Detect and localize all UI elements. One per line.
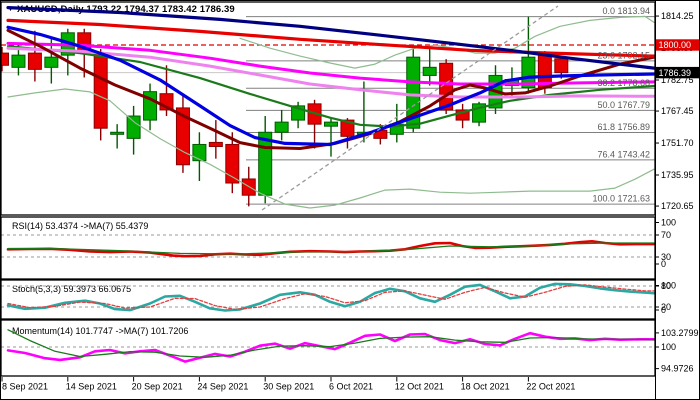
momentum-indicator-label: Momentum(14) 101.7747 ->MA(7) 101.7206 — [12, 326, 189, 336]
fib-label: 61.8 1756.89 — [597, 122, 650, 132]
ma-red — [6, 18, 655, 58]
price-tag-label: 1786.39 — [659, 68, 692, 78]
fib-label: 76.4 1743.42 — [597, 149, 650, 159]
trendline[interactable] — [261, 5, 559, 211]
chart-title: ▼ XAUUSD,Daily 1793.22 1794.37 1783.42 17… — [7, 4, 235, 15]
date-label: 12 Oct 2021 — [395, 382, 444, 392]
momentum-ma-line — [7, 329, 655, 358]
candle-body — [208, 141, 223, 147]
price-tick-label: 1735.95 — [661, 170, 694, 180]
indicator-axis-label: 94.9726 — [661, 364, 694, 374]
candle-body — [110, 131, 125, 135]
price-tag — [656, 66, 700, 79]
ma-blue — [6, 25, 655, 147]
ma-lines-layer — [6, 5, 655, 209]
rsi-ma-line — [7, 242, 655, 255]
candle-body — [93, 52, 108, 129]
rsi-panel[interactable] — [1, 234, 655, 258]
indicator-axis-label: 100 — [661, 342, 676, 352]
date-label: 14 Sep 2021 — [66, 382, 117, 392]
candle-body — [192, 143, 207, 162]
envelope-lower — [7, 88, 655, 209]
candle-body — [1, 52, 9, 66]
fib-label: 23.6 1792.15 — [597, 50, 650, 60]
stoch-k-line — [6, 282, 655, 312]
price-tick-label: 1720.65 — [661, 201, 694, 211]
momentum-line — [6, 331, 655, 363]
indicator-axis-label: 80 — [661, 281, 671, 291]
momentum-panel[interactable] — [1, 329, 655, 363]
fib-label: 100.0 1721.63 — [592, 194, 650, 204]
price-tag-label: 1800.00 — [659, 40, 692, 50]
chart-menu-arrow-icon[interactable]: ▼ — [7, 6, 15, 13]
price-tick-label: 1767.45 — [661, 106, 694, 116]
indicator-axis-label: 0 — [661, 259, 666, 269]
candle-body — [225, 143, 240, 184]
candle-body — [340, 119, 355, 137]
candle-body — [554, 58, 569, 74]
candle-body — [126, 115, 141, 139]
price-tag — [656, 39, 700, 51]
date-axis: 8 Sep 2021 14 Sep 2021 20 Sep 2021 24 Sep 2… — [1, 377, 575, 392]
date-label: 24 Sep 2021 — [197, 382, 248, 392]
indicator-axis-label: 20 — [661, 302, 671, 312]
rsi-indicator-label: RSI(14) 53.4374 ->MA(7) 55.4379 — [12, 221, 149, 231]
ma-pink — [6, 46, 655, 99]
indicator-axis-label: 100 — [661, 218, 676, 228]
chart-title-text: XAUUSD,Daily 1793.22 1794.37 1783.42 178… — [17, 4, 235, 15]
price-tick-label: 1814.25 — [661, 11, 694, 21]
candle-body — [44, 56, 59, 68]
candle-body — [422, 66, 437, 76]
price-tick-label: 1782.75 — [661, 75, 694, 85]
candle-body — [406, 56, 421, 129]
date-label: 20 Sep 2021 — [132, 382, 183, 392]
stochastic-indicator-label: Stoch(5,3,3) 59.3973 66.0675 — [12, 284, 132, 294]
indicator-axis-label: 30 — [661, 252, 671, 262]
fib-label: 38.2 1778.68 — [597, 78, 650, 88]
date-label: 18 Oct 2021 — [461, 382, 510, 392]
price-tick-label: 1751.70 — [661, 138, 694, 148]
fib-label: 0.0 1813.94 — [602, 6, 650, 16]
indicator-axis-label: 100 — [661, 281, 676, 291]
fib-label: 50.0 1767.79 — [597, 100, 650, 110]
price-axis: 1814.251798.501782.751767.451751.701735.… — [655, 11, 700, 374]
date-label: 6 Oct 2021 — [329, 382, 373, 392]
rsi-line — [6, 240, 655, 258]
date-label: 22 Oct 2021 — [526, 382, 575, 392]
ma-magenta — [6, 41, 655, 86]
date-label: 30 Sep 2021 — [263, 382, 314, 392]
indicator-axis-label: 0 — [661, 305, 666, 315]
indicator-axis-label: 70 — [661, 230, 671, 240]
date-label: 8 Sep 2021 — [2, 382, 48, 392]
indicator-axis-label: 103.2799 — [661, 328, 699, 338]
candle-body — [324, 121, 338, 127]
stoch-d-line — [7, 284, 655, 311]
candle-body — [27, 52, 42, 70]
ma-navy — [6, 5, 655, 70]
main-price-panel[interactable]: 0.0 1813.94 23.6 1792.15 38.2 1778.68 50.0 … — [0, 5, 655, 211]
candle-body — [521, 56, 536, 89]
candle-body — [274, 121, 289, 133]
candle-body — [11, 54, 26, 68]
candle-body — [175, 107, 190, 166]
stochastic-panel[interactable] — [1, 282, 655, 312]
